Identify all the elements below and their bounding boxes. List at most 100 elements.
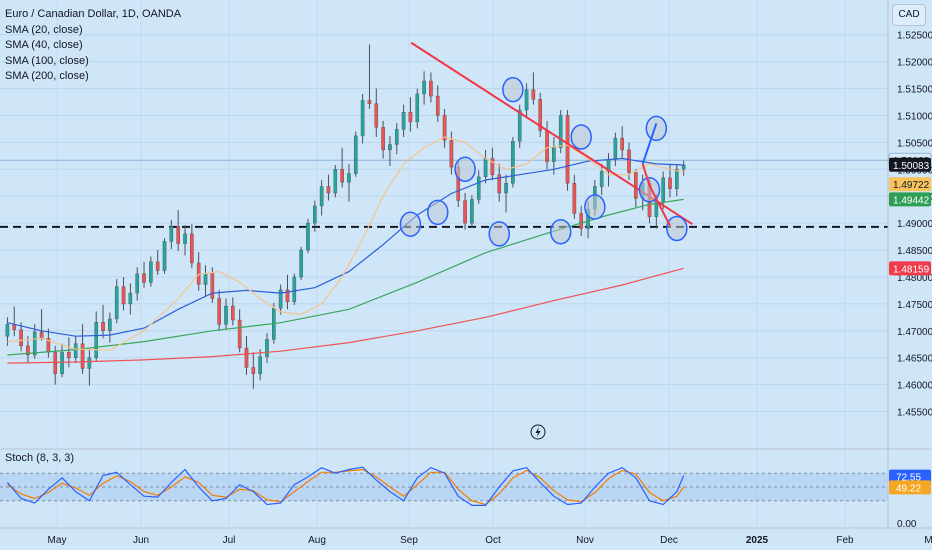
- annotation-circle: [570, 124, 592, 150]
- annotation-circle: [488, 221, 510, 247]
- candle-bull: [135, 273, 140, 294]
- candle-bear: [176, 226, 180, 244]
- candle-bear: [531, 89, 536, 100]
- price-tick-label: 1.45500: [897, 408, 932, 419]
- price-label: 1.49442: [893, 195, 930, 206]
- legend-sma-20[interactable]: SMA (20, close): [5, 23, 83, 36]
- candle-bear: [634, 172, 638, 199]
- candle-bull: [73, 343, 78, 358]
- legend-sma-40[interactable]: SMA (40, close): [5, 39, 83, 51]
- candle-bear: [67, 352, 71, 358]
- flash-icon[interactable]: [530, 424, 546, 440]
- candle-bull: [162, 241, 167, 271]
- candle-bull: [476, 176, 481, 200]
- candle-bull: [552, 147, 556, 162]
- price-tick-label: 1.48000: [897, 273, 932, 284]
- candle-bull: [128, 292, 133, 305]
- candle-bull: [470, 199, 474, 224]
- candle-bull: [32, 331, 37, 356]
- candle-bear: [449, 140, 454, 168]
- legend-sma-100[interactable]: SMA (100, close): [5, 54, 89, 67]
- candle-bear: [190, 233, 194, 264]
- price-tick-label: 1.51500: [897, 85, 932, 96]
- candle-bull: [353, 135, 358, 174]
- candle-bear: [668, 177, 672, 189]
- candle-bull: [169, 226, 174, 242]
- candle-bull: [401, 112, 406, 130]
- candle-bear: [210, 273, 215, 299]
- price-tick-label: 1.49000: [897, 219, 932, 230]
- flash-icon-bolt: [535, 427, 541, 437]
- candle-bear: [80, 343, 85, 369]
- time-tick-label: Aug: [308, 535, 326, 546]
- candle-bull: [265, 339, 269, 357]
- time-tick-label: Sep: [400, 535, 418, 546]
- candle-bull: [313, 205, 317, 224]
- time-tick-label: Oct: [485, 535, 501, 546]
- annotation-circle: [584, 194, 606, 220]
- candle-bear: [155, 261, 160, 271]
- chart-grid: [0, 0, 888, 528]
- time-tick-label: Nov: [576, 535, 594, 546]
- candle-bull: [319, 186, 324, 207]
- candle-bull: [224, 305, 228, 325]
- candle-bear: [435, 95, 440, 116]
- candle-bear: [497, 174, 502, 194]
- candle-bull: [108, 318, 112, 331]
- candle-bull: [94, 321, 99, 358]
- stoch-label: 72.55: [896, 473, 921, 484]
- time-tick-label: May: [48, 535, 67, 546]
- stochastic-title[interactable]: Stoch (8, 3, 3): [5, 452, 75, 464]
- annotation-circle: [454, 156, 476, 183]
- candle-bear: [39, 331, 44, 339]
- price-axis[interactable]: 1.45500 1.46000 1.46500 1.47000 1.47500 1.480…: [887, 0, 932, 530]
- time-axis[interactable]: May Jun Jul Aug Sep Oct Nov Dec 2025 Feb Mar: [0, 527, 932, 546]
- candle-bull: [258, 356, 262, 375]
- candle-bear: [620, 137, 624, 151]
- stoch-label: 49.22: [896, 483, 921, 494]
- legend-sma-200[interactable]: SMA (200, close): [5, 70, 89, 82]
- candle-bear: [408, 112, 413, 123]
- candle-bear: [627, 149, 631, 173]
- stoch-label-bg: [889, 480, 931, 495]
- moving-averages: [7, 136, 684, 364]
- time-tick-label: Jul: [223, 535, 236, 546]
- price-label: 1.49722: [893, 180, 930, 191]
- annotation-circle: [502, 76, 524, 103]
- annotation-circle: [427, 199, 449, 226]
- price-tick-label: 1.50500: [897, 138, 932, 149]
- candle-bull: [483, 158, 488, 178]
- candle-bear: [565, 115, 570, 184]
- candle-bull: [415, 93, 420, 123]
- annotation-circle: [666, 215, 688, 242]
- sma-200-line: [7, 267, 684, 364]
- time-tick-label: Mar: [924, 535, 932, 546]
- candle-bear: [340, 169, 344, 183]
- candle-bull: [517, 109, 522, 142]
- candle-bear: [579, 213, 583, 229]
- candle-bear: [463, 200, 467, 224]
- candle-bull: [360, 100, 365, 137]
- candle-bear: [121, 286, 126, 305]
- sma-20-line: [7, 136, 684, 351]
- sma-100-line: [7, 198, 684, 356]
- candle-bull: [661, 177, 665, 202]
- candle-bull: [394, 129, 399, 145]
- price-tick-label: 1.47500: [897, 300, 932, 311]
- price-tick-label: 1.52500: [897, 31, 932, 42]
- symbol-title[interactable]: Euro / Canadian Dollar, 1D, OANDA: [5, 8, 182, 20]
- stoch-label-bg: [889, 469, 931, 484]
- time-tick-label: Jun: [133, 535, 149, 546]
- candle-bear: [429, 80, 433, 97]
- candle-bull: [558, 115, 563, 148]
- annotation-circle: [645, 115, 668, 142]
- candle-bull: [5, 324, 10, 337]
- price-tick-label: 1.51000: [897, 111, 932, 122]
- flash-icon-ring: [530, 424, 546, 440]
- candle-bear: [326, 186, 331, 194]
- stoch-tick-label: 0.00: [897, 519, 917, 530]
- currency-button[interactable]: CAD: [892, 4, 926, 26]
- price-tick-label: 1.52000: [897, 58, 932, 69]
- candle-bull: [60, 352, 64, 375]
